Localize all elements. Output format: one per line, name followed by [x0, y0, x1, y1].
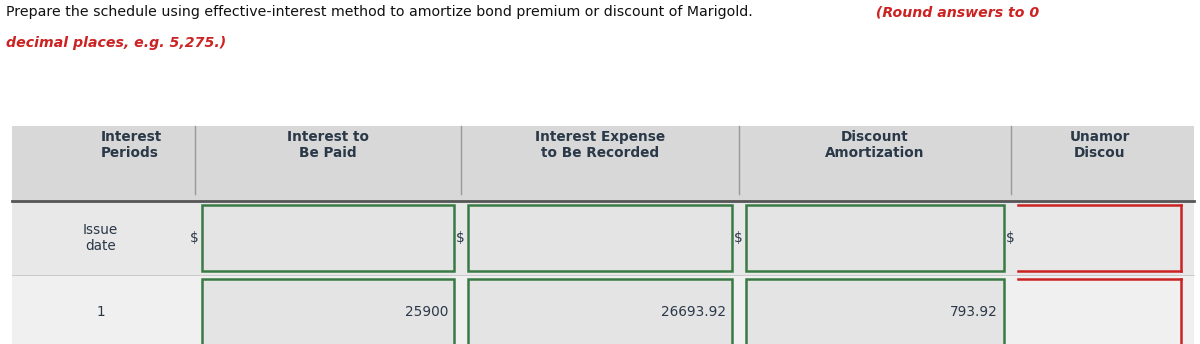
FancyBboxPatch shape: [746, 205, 1003, 271]
Text: Interest to
Be Paid: Interest to Be Paid: [287, 130, 370, 160]
FancyBboxPatch shape: [12, 126, 1194, 201]
Text: $: $: [190, 231, 199, 245]
Text: decimal places, e.g. 5,275.): decimal places, e.g. 5,275.): [6, 36, 227, 50]
Text: Interest Expense
to Be Recorded: Interest Expense to Be Recorded: [535, 130, 665, 160]
Text: 26693.92: 26693.92: [661, 305, 726, 319]
Text: (Round answers to 0: (Round answers to 0: [871, 5, 1039, 19]
Text: 1: 1: [96, 305, 104, 319]
Text: Unamor
Discou: Unamor Discou: [1069, 130, 1129, 160]
Text: 793.92: 793.92: [950, 305, 997, 319]
FancyBboxPatch shape: [203, 205, 454, 271]
Text: $: $: [734, 231, 743, 245]
FancyBboxPatch shape: [12, 201, 1194, 275]
Text: Issue
date: Issue date: [83, 223, 119, 253]
FancyBboxPatch shape: [12, 275, 1194, 344]
FancyBboxPatch shape: [468, 279, 732, 344]
Text: $: $: [1006, 231, 1014, 245]
Text: Interest
Periods: Interest Periods: [101, 130, 162, 160]
Text: 25900: 25900: [404, 305, 448, 319]
FancyBboxPatch shape: [746, 279, 1003, 344]
Text: Prepare the schedule using effective-interest method to amortize bond premium or: Prepare the schedule using effective-int…: [6, 5, 752, 19]
Text: Discount
Amortization: Discount Amortization: [826, 130, 925, 160]
FancyBboxPatch shape: [203, 279, 454, 344]
Text: $: $: [456, 231, 464, 245]
FancyBboxPatch shape: [468, 205, 732, 271]
